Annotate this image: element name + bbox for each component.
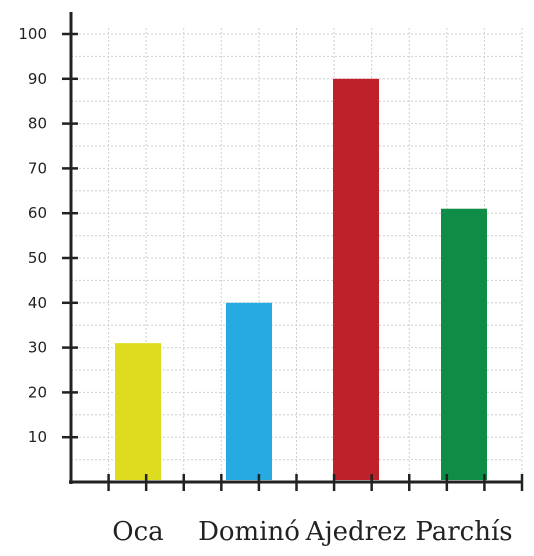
category-label: Dominó — [198, 517, 300, 547]
y-tick-label: 70 — [28, 159, 47, 177]
x-ticks — [107, 474, 524, 491]
bar-dominó — [226, 302, 272, 480]
y-tick-label: 50 — [28, 249, 47, 267]
y-ticks: 10 20 30 40 50 60 70 80 90 100 — [18, 25, 78, 446]
y-tick-label: 100 — [18, 25, 47, 43]
grid-lines — [71, 28, 523, 482]
category-label: Parchís — [415, 517, 512, 547]
bar-oca — [115, 343, 161, 480]
bars — [115, 78, 487, 481]
bar-parchís — [441, 208, 487, 480]
y-tick-label: 40 — [28, 294, 47, 312]
y-tick-label: 80 — [28, 115, 47, 133]
y-tick-label: 30 — [28, 339, 47, 357]
y-tick-label: 20 — [28, 383, 47, 401]
category-label: Ajedrez — [305, 517, 406, 547]
y-tick-label: 90 — [28, 70, 47, 88]
y-tick-label: 60 — [28, 204, 47, 222]
category-label: Oca — [112, 517, 163, 547]
bar-ajedrez — [333, 78, 379, 481]
category-labels: Oca Dominó Ajedrez Parchís — [112, 517, 512, 547]
y-tick-label: 10 — [28, 428, 47, 446]
